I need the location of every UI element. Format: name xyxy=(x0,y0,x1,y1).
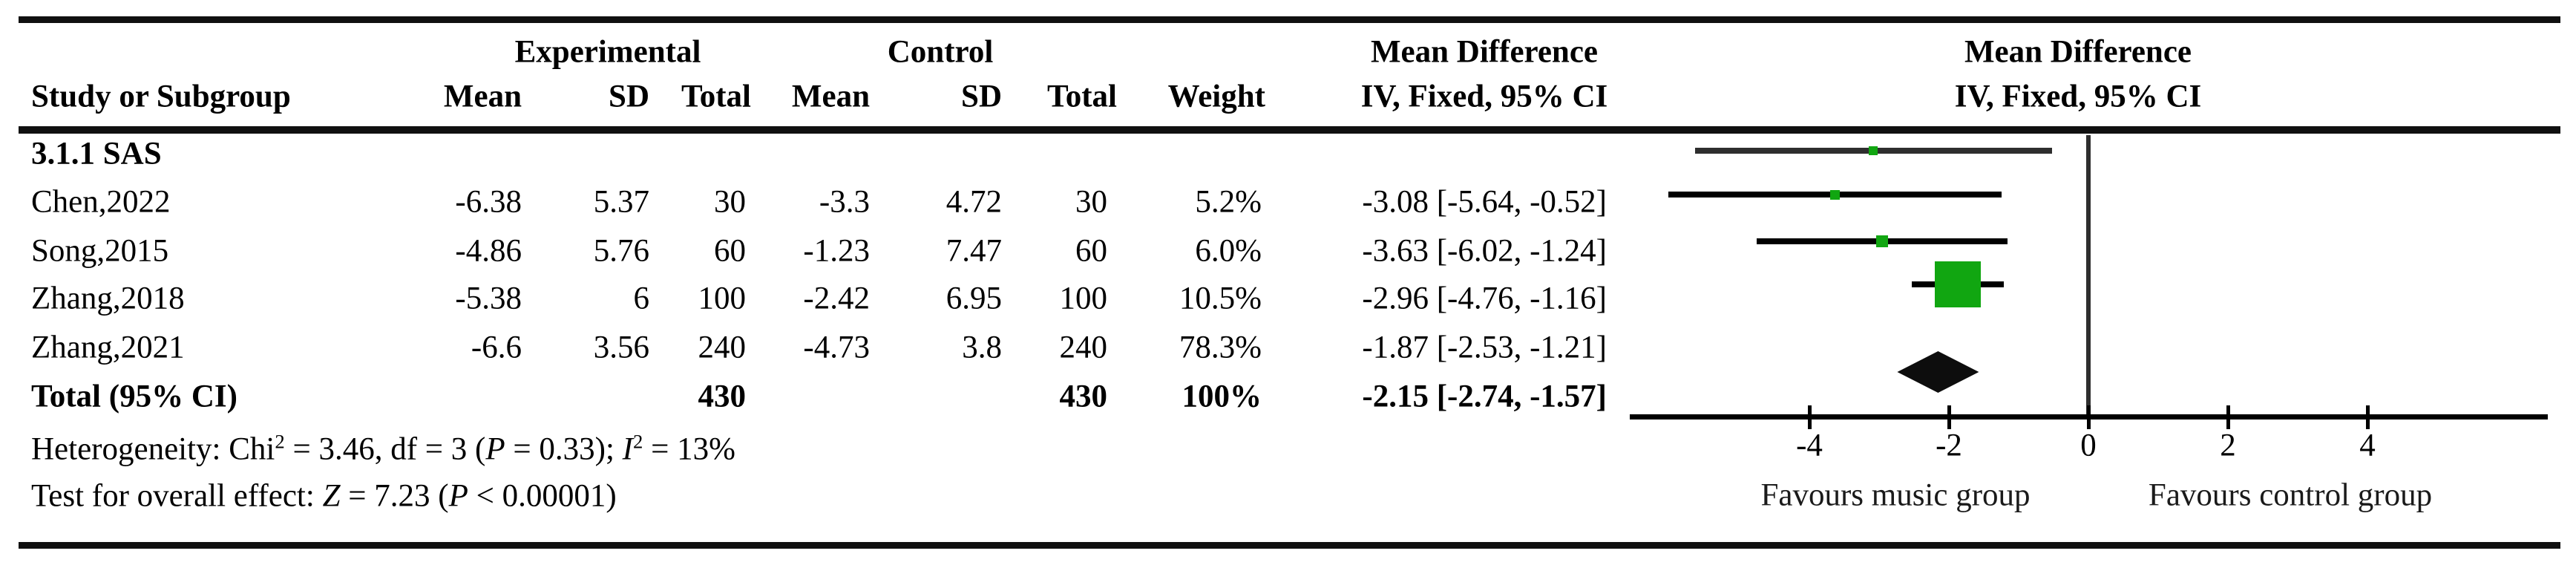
study-cell-mean_c: -3.3 xyxy=(819,184,870,220)
study-cell-n_e: 240 xyxy=(698,330,747,365)
study-cell-ci: -1.87 [-2.53, -1.21] xyxy=(1362,330,1607,365)
col-header-sd-ctrl: SD xyxy=(961,79,1002,114)
x-axis-tick xyxy=(2086,405,2091,429)
col-header-mean-exp: Mean xyxy=(443,79,522,114)
study-cell-sd_e: 5.76 xyxy=(593,233,649,269)
study-cell-mean_e: -6.6 xyxy=(471,330,522,365)
study-cell-ci: -3.63 [-6.02, -1.24] xyxy=(1362,233,1607,269)
study-cell-weight: 10.5% xyxy=(1179,281,1262,316)
study-cell-sd_e: 5.37 xyxy=(593,184,649,220)
study-cell-mean_e: -5.38 xyxy=(455,281,522,316)
study-cell-n_e: 30 xyxy=(714,184,746,220)
col-header-study: Study or Subgroup xyxy=(31,79,291,114)
heterogeneity-note: Heterogeneity: Chi2 = 3.46, df = 3 (P = … xyxy=(31,430,735,467)
x-axis-tick xyxy=(1947,405,1951,429)
total-cell-n-exp: 430 xyxy=(698,379,747,414)
col-header-weight: Weight xyxy=(1167,79,1265,114)
total-cell-ci: -2.15 [-2.74, -1.57] xyxy=(1362,379,1607,414)
col-header-sd-exp: SD xyxy=(609,79,649,114)
bottom-rule xyxy=(19,542,2560,549)
total-row-label: Total (95% CI) xyxy=(31,379,237,414)
study-row-label: Chen,2022 xyxy=(31,184,171,220)
total-cell-n-ctrl: 430 xyxy=(1059,379,1108,414)
study-cell-ci: -2.96 [-4.76, -1.16] xyxy=(1362,281,1607,316)
study-row-label: Zhang,2018 xyxy=(31,281,185,316)
study-cell-weight: 5.2% xyxy=(1195,184,1262,220)
col-header-total-ctrl: Total xyxy=(1047,79,1117,114)
study-cell-sd_c: 6.95 xyxy=(945,281,1002,316)
top-rule xyxy=(19,16,2560,23)
study-cell-mean_e: -4.86 xyxy=(455,233,522,269)
effect-marker-Zhang,2021 xyxy=(1935,261,1982,307)
pooled-diamond xyxy=(1897,351,1979,393)
study-cell-sd_c: 4.72 xyxy=(945,184,1002,220)
study-row-label: Song,2015 xyxy=(31,233,169,269)
total-cell-weight: 100% xyxy=(1182,379,1262,414)
overall-effect-note: Test for overall effect: Z = 7.23 (P < 0… xyxy=(31,478,617,514)
axis-label-favours-right: Favours control group xyxy=(2148,477,2433,513)
study-cell-mean_c: -4.73 xyxy=(803,330,870,365)
header-rule xyxy=(19,126,2560,134)
study-cell-sd_e: 3.56 xyxy=(593,330,649,365)
col-header-mean-difference-text: Mean Difference xyxy=(1370,34,1599,70)
x-axis-tick-label: 0 xyxy=(2080,428,2097,463)
study-cell-mean_c: -2.42 xyxy=(803,281,870,316)
study-cell-sd_c: 7.47 xyxy=(945,233,1002,269)
col-header-mean-difference-plot: Mean Difference xyxy=(1964,34,2192,70)
effect-marker-Zhang,2018 xyxy=(1875,235,1888,247)
subgroup-row-label: 3.1.1 SAS xyxy=(31,136,162,172)
study-cell-n_c: 240 xyxy=(1059,330,1108,365)
col-group-experimental: Experimental xyxy=(514,34,701,70)
study-cell-weight: 78.3% xyxy=(1179,330,1262,365)
axis-label-favours-left: Favours music group xyxy=(1760,477,2031,513)
study-cell-n_c: 30 xyxy=(1075,184,1107,220)
effect-marker-Chen,2022 xyxy=(1869,146,1878,155)
x-axis-tick xyxy=(2365,405,2370,429)
study-cell-n_c: 60 xyxy=(1075,233,1107,269)
effect-marker-Song,2015 xyxy=(1830,189,1841,200)
study-cell-n_c: 100 xyxy=(1059,281,1108,316)
x-axis-tick-label: 2 xyxy=(2220,428,2236,463)
study-cell-n_e: 100 xyxy=(698,281,747,316)
col-header-ci-method-text: IV, Fixed, 95% CI xyxy=(1360,79,1608,114)
x-axis-tick-label: -2 xyxy=(1936,428,1962,463)
x-axis-tick-label: 4 xyxy=(2359,428,2376,463)
study-cell-ci: -3.08 [-5.64, -0.52] xyxy=(1362,184,1607,220)
study-row-label: Zhang,2021 xyxy=(31,330,185,365)
col-header-ci-method-plot: IV, Fixed, 95% CI xyxy=(1954,79,2202,114)
x-axis-tick xyxy=(1807,405,1812,429)
study-cell-weight: 6.0% xyxy=(1195,233,1262,269)
zero-line xyxy=(2086,135,2091,420)
col-header-total-exp: Total xyxy=(681,79,751,114)
study-cell-sd_e: 6 xyxy=(633,281,650,316)
x-axis-tick-label: -4 xyxy=(1796,428,1823,463)
study-cell-n_e: 60 xyxy=(714,233,746,269)
study-cell-sd_c: 3.8 xyxy=(962,330,1002,365)
col-group-control: Control xyxy=(887,34,994,70)
study-cell-mean_e: -6.38 xyxy=(455,184,522,220)
col-header-mean-ctrl: Mean xyxy=(791,79,870,114)
x-axis-tick xyxy=(2226,405,2230,429)
study-cell-mean_c: -1.23 xyxy=(803,233,870,269)
